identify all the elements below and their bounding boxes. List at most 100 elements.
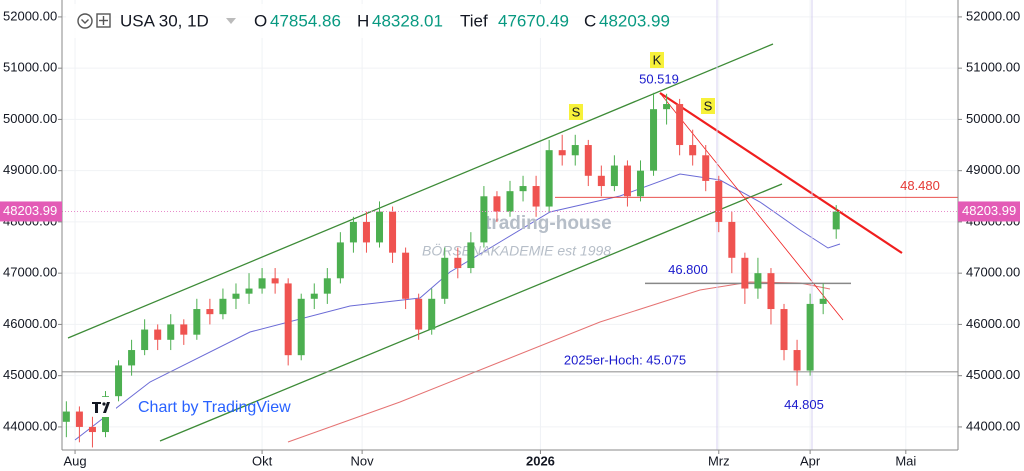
high-value: 48328.01	[372, 11, 443, 30]
visibility-icon[interactable]	[81, 19, 89, 24]
candle-body	[676, 104, 684, 146]
candle-body	[728, 221, 736, 258]
visibility-icon[interactable]	[77, 13, 93, 29]
y-tick-label: 45000.00	[966, 367, 1020, 382]
bottom-axis-bg	[62, 450, 958, 471]
candle-body	[75, 411, 83, 427]
candle-body	[115, 365, 123, 397]
candle-body	[180, 324, 188, 335]
candle-body	[297, 298, 305, 356]
candle-body	[441, 257, 449, 299]
candle-body	[362, 221, 370, 243]
low-label: Tief	[460, 11, 488, 30]
candle-body	[141, 329, 149, 351]
candle-body	[310, 293, 318, 299]
y-tick-label: 47000.00	[3, 265, 57, 280]
candle-body	[832, 211, 840, 230]
marker-box	[650, 52, 664, 68]
candle-body	[819, 298, 827, 304]
level-label: 46.800	[668, 262, 708, 277]
tv-logo[interactable]	[102, 402, 106, 406]
candle-body	[636, 170, 644, 197]
x-tick-label: Nov	[351, 453, 375, 468]
candle-body	[88, 426, 96, 433]
candle-body	[532, 186, 540, 207]
candle-body	[62, 411, 70, 422]
candle-body	[454, 257, 462, 269]
compare-icon[interactable]	[96, 13, 111, 28]
y-tick-label: 50000.00	[3, 111, 57, 126]
y-tick-label: 52000.00	[966, 8, 1020, 23]
high-label: H	[357, 11, 369, 30]
channel-upper	[67, 43, 774, 339]
y-tick-label: 49000.00	[3, 162, 57, 177]
last-price-label: 48203.99	[962, 203, 1016, 218]
channel-lower	[159, 183, 783, 442]
candle-body	[754, 273, 762, 289]
level-label: 50.519	[639, 71, 679, 86]
candle-body	[663, 104, 671, 110]
tv-logo[interactable]	[90, 397, 116, 417]
low-value: 47670.49	[498, 11, 569, 30]
candle-body	[623, 165, 631, 197]
y-tick-label: 45000.00	[3, 367, 57, 382]
candle-body	[558, 150, 566, 156]
marker-box	[569, 104, 583, 120]
candle-body	[767, 273, 775, 310]
candle-body	[154, 329, 162, 340]
symbol[interactable]: USA 30, 1D	[120, 11, 209, 30]
close-label: C	[584, 11, 596, 30]
candle-body	[493, 196, 501, 212]
y-tick-label: 47000.00	[966, 265, 1020, 280]
y-tick-label: 49000.00	[966, 162, 1020, 177]
watermark: BÖRSENAKADEMIE est 1998	[422, 242, 611, 259]
tv-logo[interactable]	[92, 402, 110, 413]
x-tick-label: Mrz	[708, 453, 730, 468]
symbol-dropdown[interactable]	[226, 18, 236, 24]
candle-body	[271, 278, 279, 284]
last-price-label: 48203.99	[3, 203, 57, 218]
candle-body	[258, 278, 266, 289]
trendline-red	[659, 92, 903, 254]
candle-body	[715, 180, 723, 222]
candle-body	[219, 298, 227, 315]
marker-label: S	[572, 104, 581, 119]
candle-body	[128, 350, 136, 366]
left-axis-bg	[0, 0, 62, 471]
candle-body	[793, 350, 801, 371]
annotations: 48.480 46.800 2025er-Hoch: 45.075 50.519 44.…	[564, 52, 940, 412]
y-tick-label: 44000.00	[966, 418, 1020, 433]
candle-body	[741, 257, 749, 289]
marker-box	[701, 98, 715, 114]
candle-body	[467, 242, 475, 269]
candle-body	[806, 303, 814, 371]
candle-body	[780, 309, 788, 351]
x-tick-label: Mai	[895, 453, 916, 468]
candle-body	[597, 175, 605, 187]
candle-body	[349, 221, 357, 243]
candle-body	[571, 145, 579, 156]
candle-body	[545, 150, 553, 207]
x-tick-label: Apr	[800, 453, 821, 468]
candle-body	[206, 309, 214, 315]
marker-label: K	[653, 52, 662, 67]
watermark: trading-house	[485, 213, 612, 234]
candle-body	[506, 191, 514, 212]
y-tick-label: 50000.00	[966, 111, 1020, 126]
candle-body	[336, 242, 344, 279]
y-tick-label: 51000.00	[3, 60, 57, 75]
open-value: 47854.86	[270, 11, 341, 30]
candle-body	[323, 278, 331, 294]
candle-body	[376, 211, 384, 243]
candles	[62, 92, 958, 448]
x-tick-label: Aug	[63, 453, 86, 468]
candle-body	[167, 324, 175, 340]
candle-body	[689, 145, 697, 156]
candle-body	[610, 165, 618, 187]
attribution[interactable]: Chart by TradingView	[138, 399, 291, 416]
header-bg	[66, 4, 650, 38]
candle-body	[245, 288, 253, 294]
last-price-tag	[0, 201, 62, 222]
